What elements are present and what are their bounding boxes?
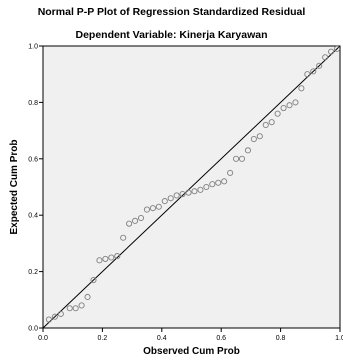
data-point (120, 234, 127, 241)
data-point (250, 136, 257, 143)
data-point (191, 188, 198, 195)
data-point (197, 186, 204, 193)
data-point (274, 110, 281, 117)
data-point (304, 71, 311, 78)
reference-line (42, 45, 341, 329)
y-tick-label: 0.2 (28, 269, 38, 276)
x-tick-label: 0.2 (98, 335, 108, 342)
data-point (45, 316, 52, 323)
data-point (167, 195, 174, 202)
data-point (262, 121, 269, 129)
data-point (185, 189, 192, 196)
data-point (179, 190, 186, 198)
data-point (66, 305, 73, 312)
chart-title: Normal P-P Plot of Regression Standardiz… (37, 6, 306, 18)
data-point (292, 99, 299, 106)
x-axis-label: Observed Cum Prob (143, 346, 240, 357)
y-tick-label: 0.6 (28, 156, 38, 163)
data-point (310, 68, 317, 75)
data-point (244, 147, 251, 154)
x-tick-label: 0.0 (38, 335, 48, 342)
data-point (298, 85, 305, 92)
data-point (268, 119, 275, 126)
data-point (108, 254, 115, 261)
data-point (143, 206, 150, 213)
data-point (209, 181, 216, 188)
data-point (132, 217, 139, 224)
x-tick-label: 0.8 (276, 335, 286, 342)
data-point (286, 102, 293, 109)
data-point (114, 253, 121, 260)
y-axis-label: Expected Cum Prob (9, 139, 20, 234)
data-point (72, 305, 79, 312)
data-point (333, 45, 341, 52)
x-tick-label: 0.4 (157, 335, 167, 342)
data-point (96, 257, 103, 264)
data-point (203, 183, 210, 191)
data-point (221, 178, 228, 185)
data-point (126, 220, 133, 227)
y-tick-label: 0.8 (28, 100, 38, 107)
y-axis: 0.0 0.2 0.4 0.6 0.8 1.0 (28, 44, 43, 333)
data-point (102, 255, 109, 262)
data-point (328, 48, 335, 55)
data-point (78, 302, 85, 309)
data-point (149, 205, 156, 212)
x-tick-label: 1.0 (335, 335, 343, 342)
data-point (84, 293, 91, 301)
data-point (57, 310, 64, 317)
data-point (280, 104, 287, 112)
data-point (161, 198, 168, 205)
data-point (316, 62, 323, 69)
y-tick-label: 0.4 (28, 213, 38, 220)
data-point (90, 277, 97, 284)
data-point (215, 179, 222, 186)
data-point (238, 155, 246, 162)
data-point (155, 203, 162, 210)
x-axis: 0.0 0.2 0.4 0.6 0.8 1.0 (38, 328, 343, 342)
chart-subtitle: Dependent Variable: Kinerja Karyawan (75, 29, 268, 41)
data-point (173, 192, 180, 199)
y-tick-label: 0.0 (28, 326, 38, 333)
y-tick-label: 1.0 (28, 44, 38, 51)
data-point (137, 214, 145, 222)
data-point (227, 169, 234, 176)
data-points (45, 45, 341, 323)
data-point (256, 133, 263, 140)
data-point (322, 54, 329, 61)
data-point (51, 313, 58, 320)
data-point (232, 155, 240, 162)
x-tick-label: 0.6 (216, 335, 226, 342)
